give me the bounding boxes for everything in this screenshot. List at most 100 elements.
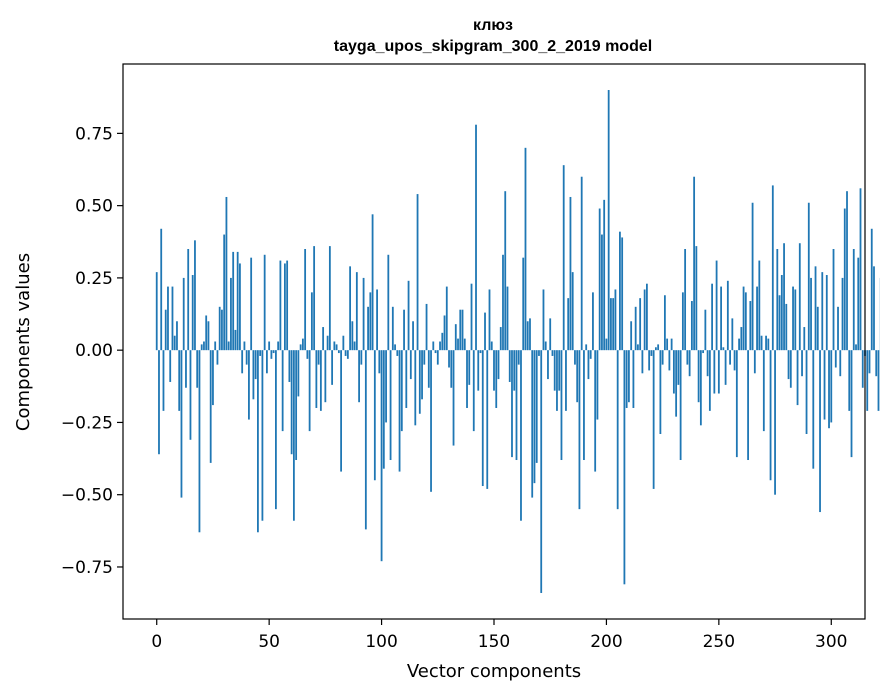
bar <box>621 237 624 351</box>
bar <box>731 318 734 351</box>
y-tick-label: 0.50 <box>75 197 113 217</box>
bar <box>704 309 707 351</box>
bar <box>398 350 401 472</box>
y-tick-label: 0.25 <box>75 269 113 289</box>
bar <box>810 277 812 351</box>
bar <box>857 257 860 351</box>
bar <box>567 298 570 351</box>
bar <box>369 292 372 351</box>
bar <box>418 350 421 414</box>
bar <box>326 335 329 351</box>
bar <box>832 249 835 351</box>
bar <box>391 306 394 351</box>
bar <box>839 350 842 377</box>
bar <box>868 350 871 374</box>
bar <box>423 350 426 365</box>
bar <box>263 254 266 351</box>
bar <box>288 350 291 382</box>
bar <box>488 289 491 351</box>
bar <box>785 303 788 351</box>
bar <box>632 350 635 408</box>
y-tick-label: −0.50 <box>61 486 113 506</box>
bar <box>738 338 740 351</box>
bar <box>661 350 664 365</box>
y-axis-label: Components values <box>13 253 34 431</box>
bar <box>346 350 349 359</box>
bar <box>538 350 540 356</box>
bar <box>542 289 545 351</box>
bar <box>596 350 599 420</box>
bar <box>598 208 601 351</box>
bar <box>319 350 322 411</box>
bar <box>796 350 799 406</box>
bar <box>875 350 878 377</box>
bar <box>681 292 684 351</box>
bar <box>544 341 547 351</box>
bar <box>634 306 637 351</box>
bar <box>571 272 574 351</box>
y-tick-label: −0.75 <box>61 558 113 578</box>
bar <box>565 350 567 411</box>
bar <box>517 350 520 365</box>
bar <box>425 303 428 351</box>
bar <box>787 350 790 380</box>
bar <box>713 350 716 394</box>
bar <box>245 350 248 365</box>
bar <box>385 350 387 423</box>
bar <box>547 350 549 380</box>
bar <box>459 309 462 351</box>
bar <box>502 254 504 351</box>
bar <box>358 350 360 403</box>
bar <box>290 350 293 455</box>
bar <box>344 350 347 356</box>
bar <box>158 350 160 455</box>
bar <box>834 350 837 368</box>
bar <box>434 350 437 354</box>
bar <box>607 90 610 351</box>
bar <box>533 350 536 484</box>
bar <box>360 350 363 365</box>
bar <box>333 341 336 351</box>
bar <box>558 350 561 391</box>
bar <box>299 344 302 351</box>
bar <box>355 272 358 351</box>
bar <box>756 286 758 351</box>
bar <box>281 350 284 432</box>
bar <box>623 350 626 585</box>
bar <box>441 332 444 351</box>
bar <box>650 350 653 356</box>
bar <box>477 350 480 391</box>
bar <box>495 350 498 408</box>
bar <box>297 350 300 397</box>
bar <box>454 324 457 351</box>
bar <box>160 228 163 351</box>
bar <box>176 321 178 351</box>
bar <box>702 350 705 354</box>
bar <box>760 335 763 351</box>
bar <box>675 350 678 417</box>
bar <box>733 350 736 371</box>
bar <box>414 350 417 426</box>
y-axis-ticks: −0.75 −0.50 −0.25 0.00 0.25 0.50 0.75 <box>61 124 123 578</box>
y-tick-label: 0.00 <box>75 341 113 361</box>
bar <box>643 289 646 351</box>
bar <box>484 312 486 351</box>
bar <box>427 350 430 388</box>
bar <box>684 249 687 351</box>
bar <box>497 350 500 380</box>
bar <box>520 350 522 521</box>
bar <box>819 350 821 513</box>
bar <box>173 335 176 351</box>
bar <box>340 350 342 472</box>
bar <box>583 350 585 461</box>
bar <box>236 251 239 351</box>
bar <box>708 350 711 411</box>
bar <box>450 350 453 388</box>
bar <box>578 350 581 510</box>
bar <box>605 338 608 351</box>
bar <box>313 246 316 351</box>
bar <box>466 350 468 408</box>
bar <box>328 246 331 351</box>
bar <box>553 350 556 391</box>
bar <box>659 350 662 434</box>
